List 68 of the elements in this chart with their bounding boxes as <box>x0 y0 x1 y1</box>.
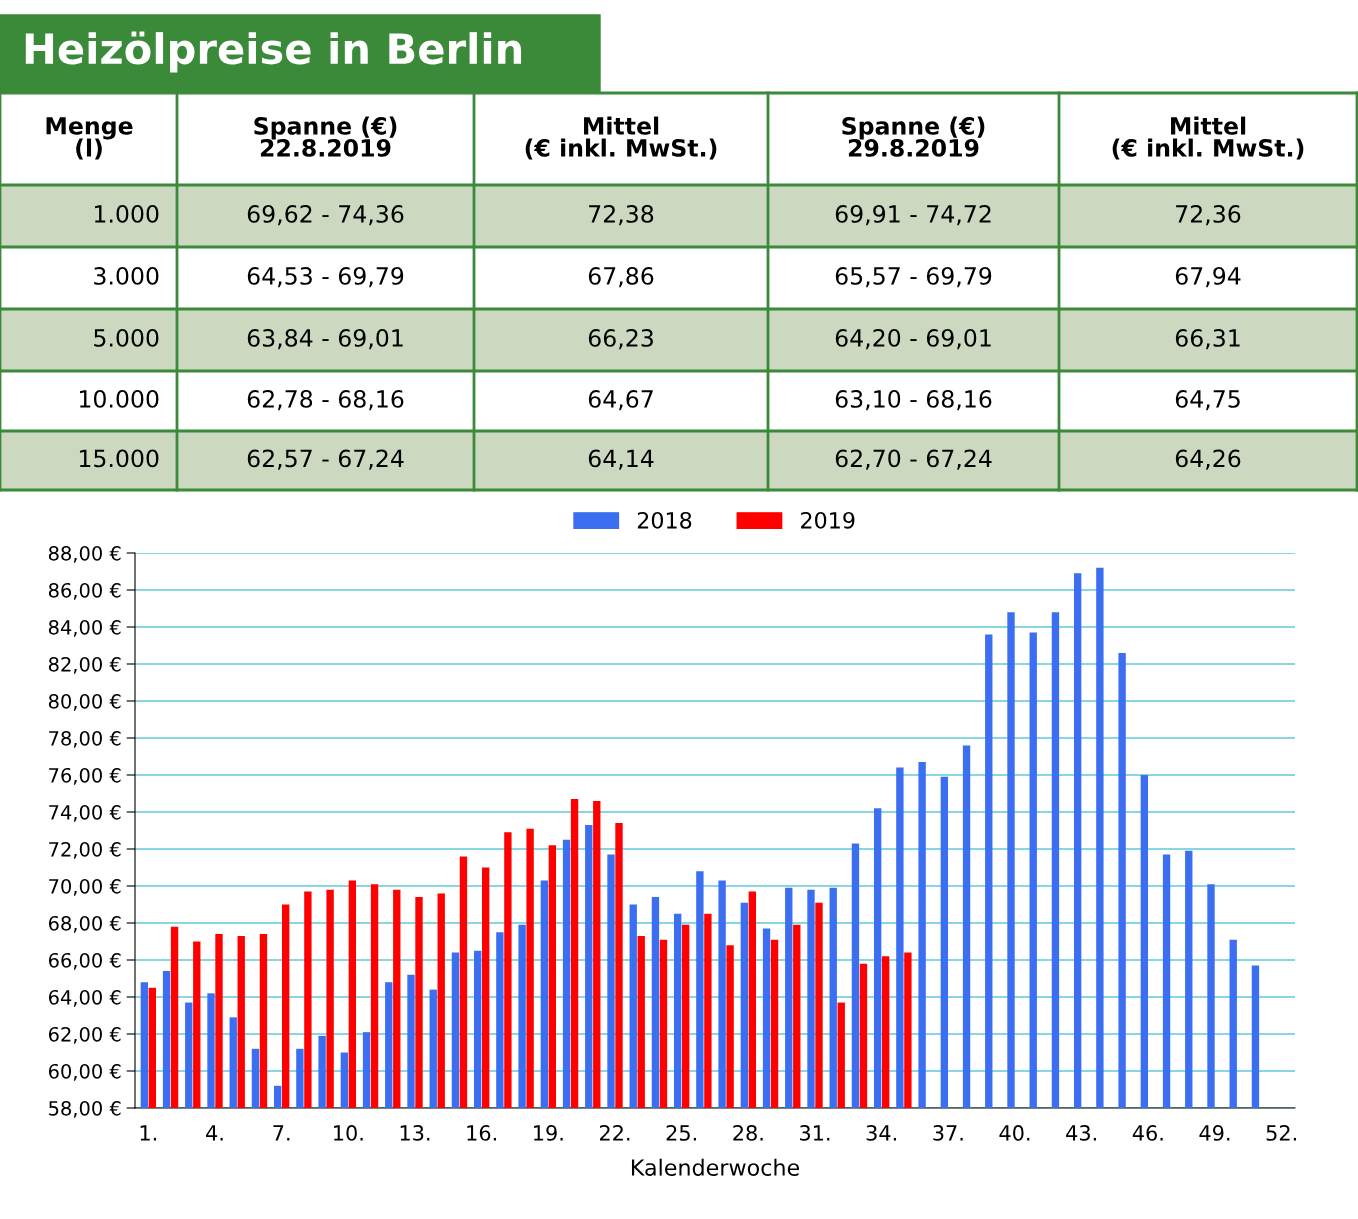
x-tick-label: 43. <box>1066 1125 1096 1141</box>
category-label: 1.000 <box>95 204 159 223</box>
legend-label: 2018 <box>637 511 692 529</box>
category-label: 15.000 <box>79 449 159 468</box>
y-tick-label: 66,00 € <box>48 952 121 970</box>
text: 64,67 <box>588 389 653 411</box>
x-tick-label: 4. <box>206 1125 223 1141</box>
y-tick-label: 60,00 € <box>48 1063 121 1081</box>
x-tick-label: 10. <box>334 1125 363 1141</box>
text: 62,78 - 68,16 <box>247 389 404 411</box>
x-tick-label: 46. <box>1132 1125 1163 1141</box>
x-tick-label: 37. <box>933 1125 963 1141</box>
y-tick-label: 62,00 € <box>48 1026 121 1044</box>
category-label: Mittel (€ inkl. MwSt.) <box>525 116 717 160</box>
text: 63,10 - 68,16 <box>835 389 992 411</box>
x-axis-title: Kalenderwoche <box>631 1158 800 1176</box>
text: 67,86 <box>588 266 654 288</box>
text: Menge (l) <box>46 117 133 160</box>
text: 65,57 - 69,79 <box>835 266 992 288</box>
x-tick-label: 1. <box>140 1125 157 1141</box>
text: 63,84 - 69,01 <box>247 328 403 350</box>
text: 62,57 - 67,24 <box>247 449 404 470</box>
y-tick-label: 78,00 € <box>49 730 121 748</box>
text: 66,23 <box>588 328 653 350</box>
y-tick-label: 82,00 € <box>48 656 121 674</box>
y-tick-label: 88,00 € <box>48 545 121 563</box>
x-tick-label: 31. <box>800 1125 830 1141</box>
text: 64,14 <box>588 449 654 470</box>
y-tick-label: 76,00 € <box>49 767 121 785</box>
x-tick-label: 52. <box>1266 1125 1296 1141</box>
category-label: 5.000 <box>94 328 159 347</box>
y-tick-label: 86,00 € <box>48 582 121 600</box>
y-tick-label: 64,00 € <box>48 989 121 1007</box>
x-tick-label: 19. <box>534 1125 563 1141</box>
text: 67,94 <box>1175 266 1241 288</box>
text: 69,62 - 74,36 <box>247 204 404 226</box>
text: 62,70 - 67,24 <box>835 449 992 470</box>
legend-label: 2019 <box>801 511 855 529</box>
text: 64,75 <box>1175 389 1240 411</box>
x-tick-label: 16. <box>467 1125 496 1141</box>
y-tick-label: 68,00 € <box>48 915 121 933</box>
y-tick-label: 72,00 € <box>49 841 121 859</box>
x-tick-label: 34. <box>866 1125 896 1141</box>
x-tick-label: 49. <box>1199 1125 1230 1141</box>
text: 72,38 <box>589 204 654 226</box>
category-label: 10.000 <box>79 389 159 408</box>
text: 69,91 - 74,72 <box>835 204 991 226</box>
text: 64,26 <box>1175 449 1241 470</box>
text: Heizölpreise in Berlin <box>25 31 522 73</box>
category-label: Spanne (€) 29.8.2019 <box>842 116 985 157</box>
x-tick-label: 22. <box>599 1125 630 1141</box>
y-tick-label: 70,00 € <box>49 878 121 896</box>
category-label: Mittel (€ inkl. MwSt.) <box>1112 116 1304 160</box>
x-tick-label: 13. <box>400 1125 430 1141</box>
x-tick-label: 25. <box>666 1125 696 1141</box>
y-tick-label: 58,00 € <box>49 1100 121 1118</box>
text: 66,31 <box>1175 328 1240 350</box>
text: 64,20 - 69,01 <box>835 328 991 350</box>
text: 72,36 <box>1176 204 1241 226</box>
category-label: Spanne (€) 22.8.2019 <box>254 116 397 157</box>
y-tick-label: 84,00 € <box>48 619 121 637</box>
category-label: 3.000 <box>94 266 159 285</box>
x-tick-label: 40. <box>999 1125 1030 1141</box>
x-tick-label: 28. <box>733 1125 763 1141</box>
y-tick-label: 80,00 € <box>48 693 121 711</box>
text: 64,53 - 69,79 <box>247 266 404 288</box>
x-tick-label: 7. <box>273 1125 290 1141</box>
y-tick-label: 74,00 € <box>49 804 121 822</box>
